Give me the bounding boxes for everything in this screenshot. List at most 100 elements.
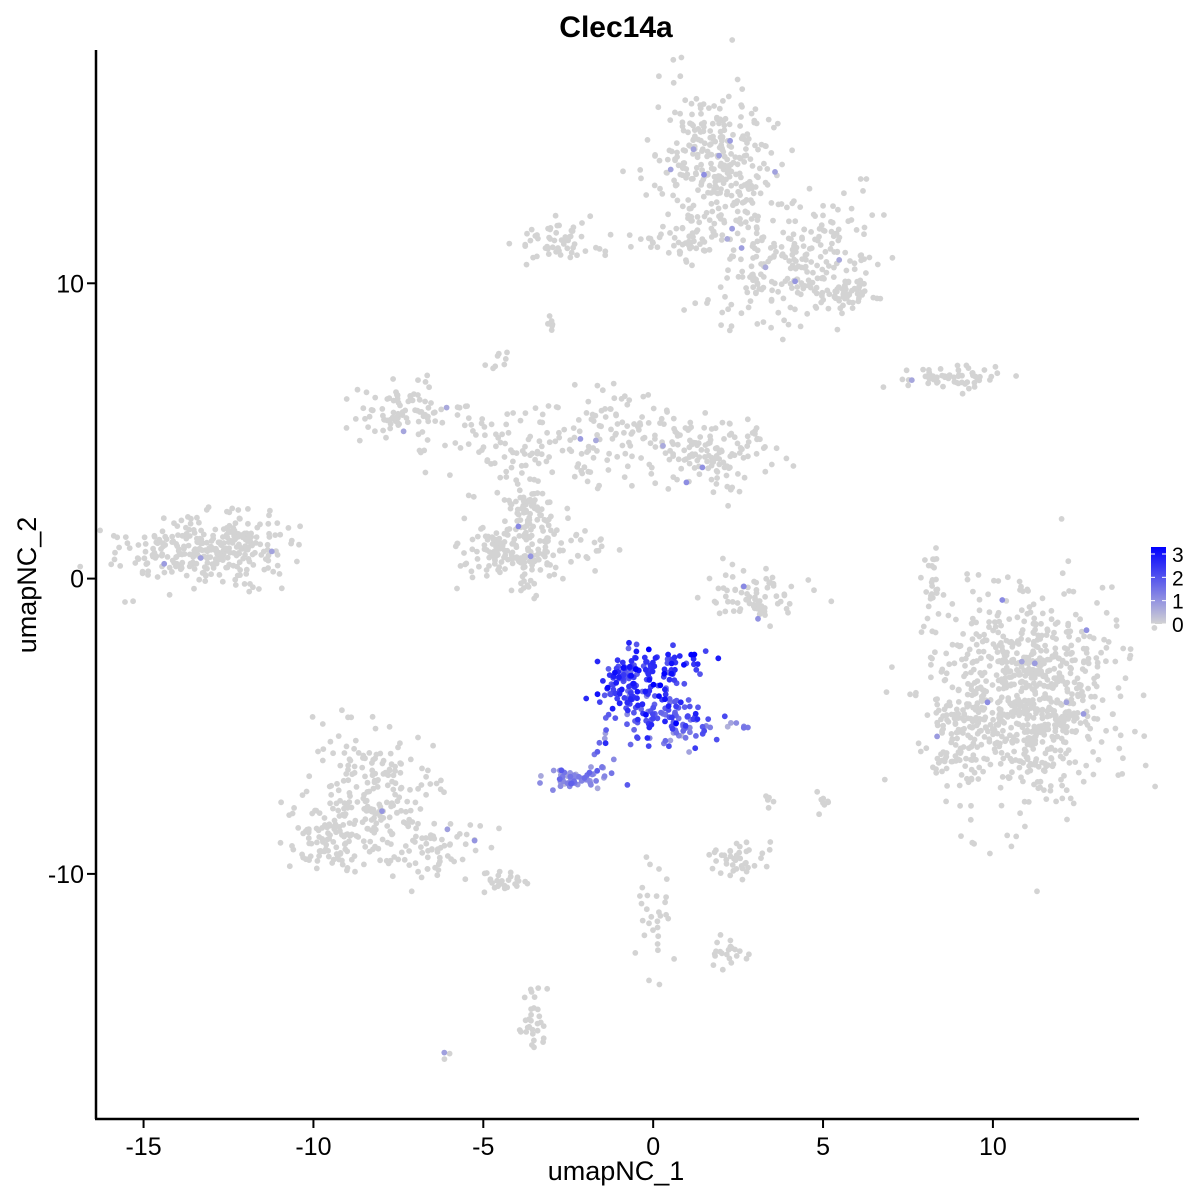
data-point (508, 464, 515, 471)
data-point (1022, 823, 1028, 830)
data-point (743, 848, 750, 855)
data-point (753, 290, 759, 297)
data-point (504, 532, 511, 538)
data-point (108, 561, 115, 568)
data-point (753, 590, 760, 596)
data-point (626, 683, 632, 690)
data-point (380, 427, 386, 434)
data-point (593, 244, 599, 251)
data-point (686, 444, 693, 451)
data-point (451, 858, 457, 865)
data-point (239, 531, 246, 538)
data-point (369, 713, 376, 720)
data-point (599, 387, 606, 394)
data-point (932, 696, 939, 703)
data-point (820, 212, 826, 219)
data-point (996, 712, 1003, 718)
data-point (762, 593, 768, 600)
data-point (587, 213, 594, 220)
data-point (320, 746, 327, 752)
x-tick-label: 5 (816, 1133, 830, 1161)
data-point (481, 889, 488, 896)
data-point (535, 550, 542, 556)
data-point (987, 377, 993, 383)
data-point (962, 763, 969, 769)
data-point (744, 433, 751, 440)
data-point (775, 288, 781, 295)
data-point (626, 663, 633, 670)
data-point (739, 86, 746, 92)
data-point (516, 533, 523, 539)
data-point (753, 450, 760, 457)
data-point (933, 766, 939, 772)
data-point (1116, 745, 1123, 752)
data-point (649, 239, 656, 246)
data-point (389, 414, 396, 421)
data-point (624, 423, 631, 429)
data-point (1011, 672, 1018, 679)
data-point (686, 703, 693, 710)
data-point (922, 373, 929, 380)
data-point (514, 506, 521, 513)
data-point (544, 985, 551, 992)
data-point (1064, 646, 1071, 652)
data-point (678, 54, 685, 61)
data-point (306, 773, 313, 780)
data-points (77, 37, 1158, 1062)
data-point (721, 713, 728, 720)
data-point (619, 442, 626, 449)
data-point (941, 706, 948, 713)
data-point (784, 275, 791, 282)
data-point (191, 530, 198, 536)
data-point (650, 405, 657, 412)
data-point (183, 572, 190, 579)
data-point (1003, 664, 1010, 671)
data-point (465, 492, 472, 499)
data-point (366, 413, 373, 420)
data-point (314, 858, 321, 864)
data-point (482, 533, 489, 540)
data-point (397, 760, 404, 766)
data-point (932, 629, 939, 636)
data-point (754, 238, 761, 245)
data-point (702, 648, 709, 654)
data-point (372, 394, 379, 401)
data-point (1082, 668, 1089, 674)
data-point (787, 265, 794, 272)
data-point (557, 547, 563, 554)
data-point (470, 493, 477, 500)
data-point (546, 313, 553, 319)
data-point (668, 660, 675, 667)
data-point (973, 703, 980, 710)
data-point (725, 93, 732, 100)
data-point (924, 712, 931, 718)
data-point (719, 232, 726, 239)
data-point (650, 927, 656, 933)
data-point (622, 450, 629, 457)
data-point (1039, 759, 1045, 766)
data-point (684, 171, 691, 178)
data-point (305, 835, 312, 842)
data-point (629, 482, 635, 489)
data-point (986, 738, 993, 745)
data-point (709, 208, 716, 215)
chart-title: Clec14a (559, 11, 673, 44)
data-point (762, 612, 768, 618)
data-point (504, 349, 510, 356)
data-point (151, 532, 158, 539)
data-point (785, 321, 792, 328)
data-point (1071, 714, 1078, 721)
data-point (677, 432, 683, 438)
data-point (721, 852, 728, 859)
data-point (780, 229, 787, 236)
data-point (369, 760, 375, 766)
data-point (516, 1027, 523, 1033)
data-point (426, 384, 432, 391)
data-point (653, 893, 660, 899)
data-point (771, 124, 777, 131)
data-point (819, 289, 826, 296)
data-point (1112, 725, 1119, 732)
data-point (655, 947, 661, 954)
data-point (649, 711, 656, 717)
data-point (522, 241, 529, 248)
